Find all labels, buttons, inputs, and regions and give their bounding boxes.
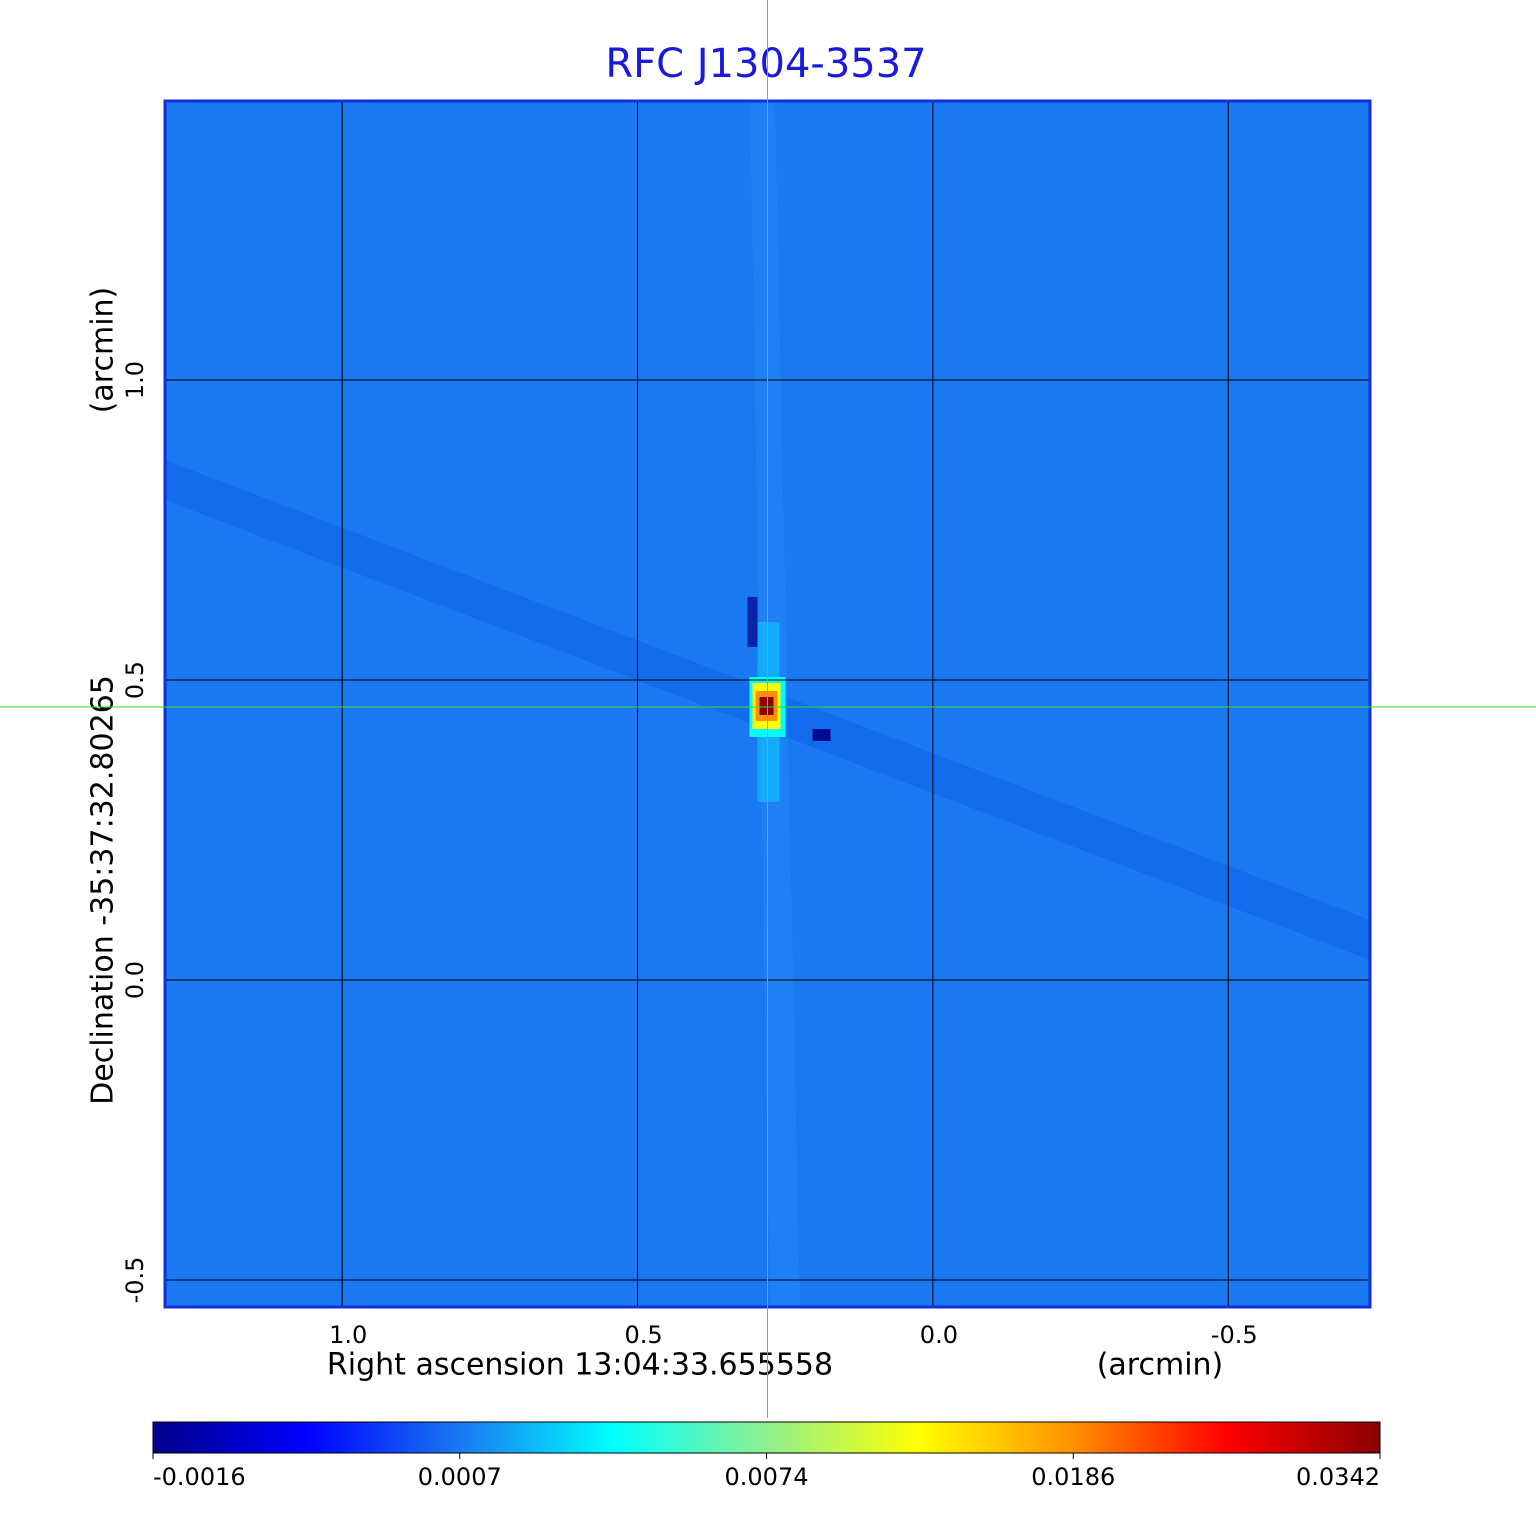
colorbar-tick-label: -0.0016 bbox=[153, 1463, 246, 1491]
source-peak bbox=[759, 697, 774, 715]
y-axis-label: Declination -35:37:32.80265 bbox=[86, 675, 121, 1105]
y-axis-unit: (arcmin) bbox=[86, 287, 121, 414]
y-tick-label: 0.0 bbox=[121, 961, 149, 999]
colorbar-tick-label: 0.0342 bbox=[1296, 1463, 1380, 1491]
colorbar-tick-label: 0.0074 bbox=[725, 1463, 809, 1491]
source-negative bbox=[747, 597, 758, 647]
colorbar-tick-label: 0.0007 bbox=[418, 1463, 502, 1491]
y-tick-label: 1.0 bbox=[121, 361, 149, 399]
x-tick-label: -0.5 bbox=[1211, 1321, 1258, 1349]
y-tick-label: -0.5 bbox=[121, 1257, 149, 1304]
x-axis-label: Right ascension 13:04:33.655558 bbox=[327, 1348, 833, 1383]
x-axis-unit: (arcmin) bbox=[1097, 1348, 1224, 1383]
source-negative bbox=[812, 729, 831, 741]
chart-title: RFC J1304-3537 bbox=[605, 41, 926, 87]
x-tick-label: 1.0 bbox=[329, 1321, 367, 1349]
x-tick-label: 0.5 bbox=[624, 1321, 662, 1349]
colorbar bbox=[152, 1421, 1381, 1454]
x-tick-label: 0.0 bbox=[920, 1321, 958, 1349]
colorbar-tick-label: 0.0186 bbox=[1031, 1463, 1115, 1491]
y-tick-label: 0.5 bbox=[121, 661, 149, 699]
